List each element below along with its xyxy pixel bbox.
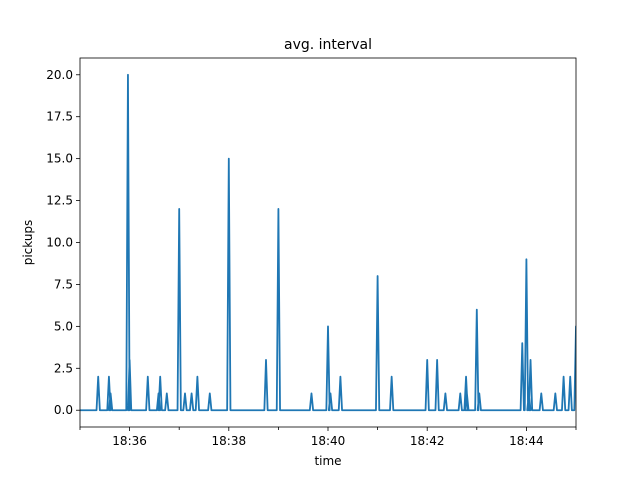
y-tick-label: 5.0 — [54, 319, 73, 333]
x-axis: 18:36 18:38 18:40 18:42 18:44 — [79, 427, 577, 448]
y-tick-label: 10.0 — [46, 236, 73, 250]
y-tick-label: 12.5 — [46, 194, 73, 208]
y-axis-label: pickups — [21, 220, 35, 266]
series-line — [80, 73, 576, 412]
y-axis: 0.0 2.5 5.0 7.5 10.0 12.5 15.0 17.5 20.0 — [46, 68, 80, 417]
y-tick-label: 7.5 — [54, 277, 73, 291]
series-layer — [80, 73, 576, 412]
x-tick-label: 18:42 — [410, 434, 445, 448]
x-tick-label: 18:38 — [212, 434, 247, 448]
x-tick-label: 18:40 — [311, 434, 346, 448]
y-tick-label: 15.0 — [46, 152, 73, 166]
y-tick-label: 20.0 — [46, 68, 73, 82]
chart-title: avg. interval — [284, 37, 372, 53]
x-axis-label: time — [314, 454, 341, 468]
y-tick-label: 0.0 — [54, 403, 73, 417]
x-tick-label: 18:44 — [509, 434, 544, 448]
x-tick-label: 18:36 — [112, 434, 147, 448]
y-tick-label: 17.5 — [46, 110, 73, 124]
y-tick-label: 2.5 — [54, 361, 73, 375]
